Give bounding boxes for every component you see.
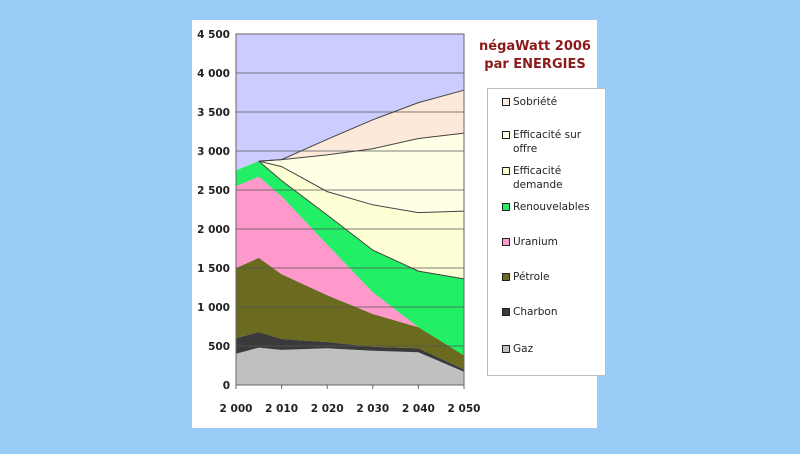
legend-label: Pétrole xyxy=(513,271,550,283)
legend-swatch xyxy=(502,131,510,139)
chart-title-line-2: par ENERGIES xyxy=(484,57,586,72)
y-tick-label: 4 500 xyxy=(197,29,230,41)
area-efficacite-sur-offre xyxy=(236,133,464,213)
legend-swatch xyxy=(502,345,510,353)
y-tick-label: 3 000 xyxy=(197,146,230,158)
legend-swatch xyxy=(502,203,510,211)
legend-label: Efficacité demande xyxy=(513,165,563,191)
legend-label: Renouvelables xyxy=(513,201,590,213)
y-tick-label: 1 500 xyxy=(197,263,230,275)
x-tick-label: 2 030 xyxy=(356,403,389,415)
x-tick-label: 2 000 xyxy=(220,403,253,415)
y-tick-label: 1 000 xyxy=(197,302,230,314)
x-tick-label: 2 020 xyxy=(311,403,344,415)
x-tick-label: 2 050 xyxy=(448,403,481,415)
legend-label: Uranium xyxy=(513,236,558,248)
legend-swatch xyxy=(502,308,510,316)
y-tick-label: 4 000 xyxy=(197,68,230,80)
area-petrole xyxy=(236,257,464,370)
plot-border xyxy=(235,33,465,386)
y-tick-label: 0 xyxy=(223,380,230,392)
area-gaz xyxy=(236,347,464,385)
area-boundary-line xyxy=(258,160,465,280)
x-tick-label: 2 040 xyxy=(402,403,435,415)
area-uranium xyxy=(236,176,464,356)
x-tick-label: 2 010 xyxy=(265,403,298,415)
chart-legend: Sobriété Efficacité sur offre Efficacité… xyxy=(487,88,606,376)
y-tick-label: 2 000 xyxy=(197,224,230,236)
chart-title-line-1: négaWatt 2006 xyxy=(479,39,591,54)
legend-label: Charbon xyxy=(513,306,558,318)
legend-label: Sobriété xyxy=(513,96,558,108)
legend-swatch xyxy=(502,273,510,281)
y-tick-label: 3 500 xyxy=(197,107,230,119)
area-sobriete xyxy=(236,90,464,171)
legend-label: Efficacité sur offre xyxy=(513,129,582,155)
y-tick-label: 500 xyxy=(208,341,230,353)
legend-swatch xyxy=(502,98,510,106)
area-boundary-line xyxy=(258,89,465,162)
y-tick-label: 2 500 xyxy=(197,185,230,197)
legend-swatch xyxy=(502,238,510,246)
chart-title: négaWatt 2006 par ENERGIES xyxy=(470,38,600,74)
legend-swatch xyxy=(502,167,510,175)
area-boundary-line xyxy=(258,160,465,214)
area-efficacite-demande xyxy=(236,161,464,279)
legend-label: Gaz xyxy=(513,343,534,355)
area-charbon xyxy=(236,332,464,372)
